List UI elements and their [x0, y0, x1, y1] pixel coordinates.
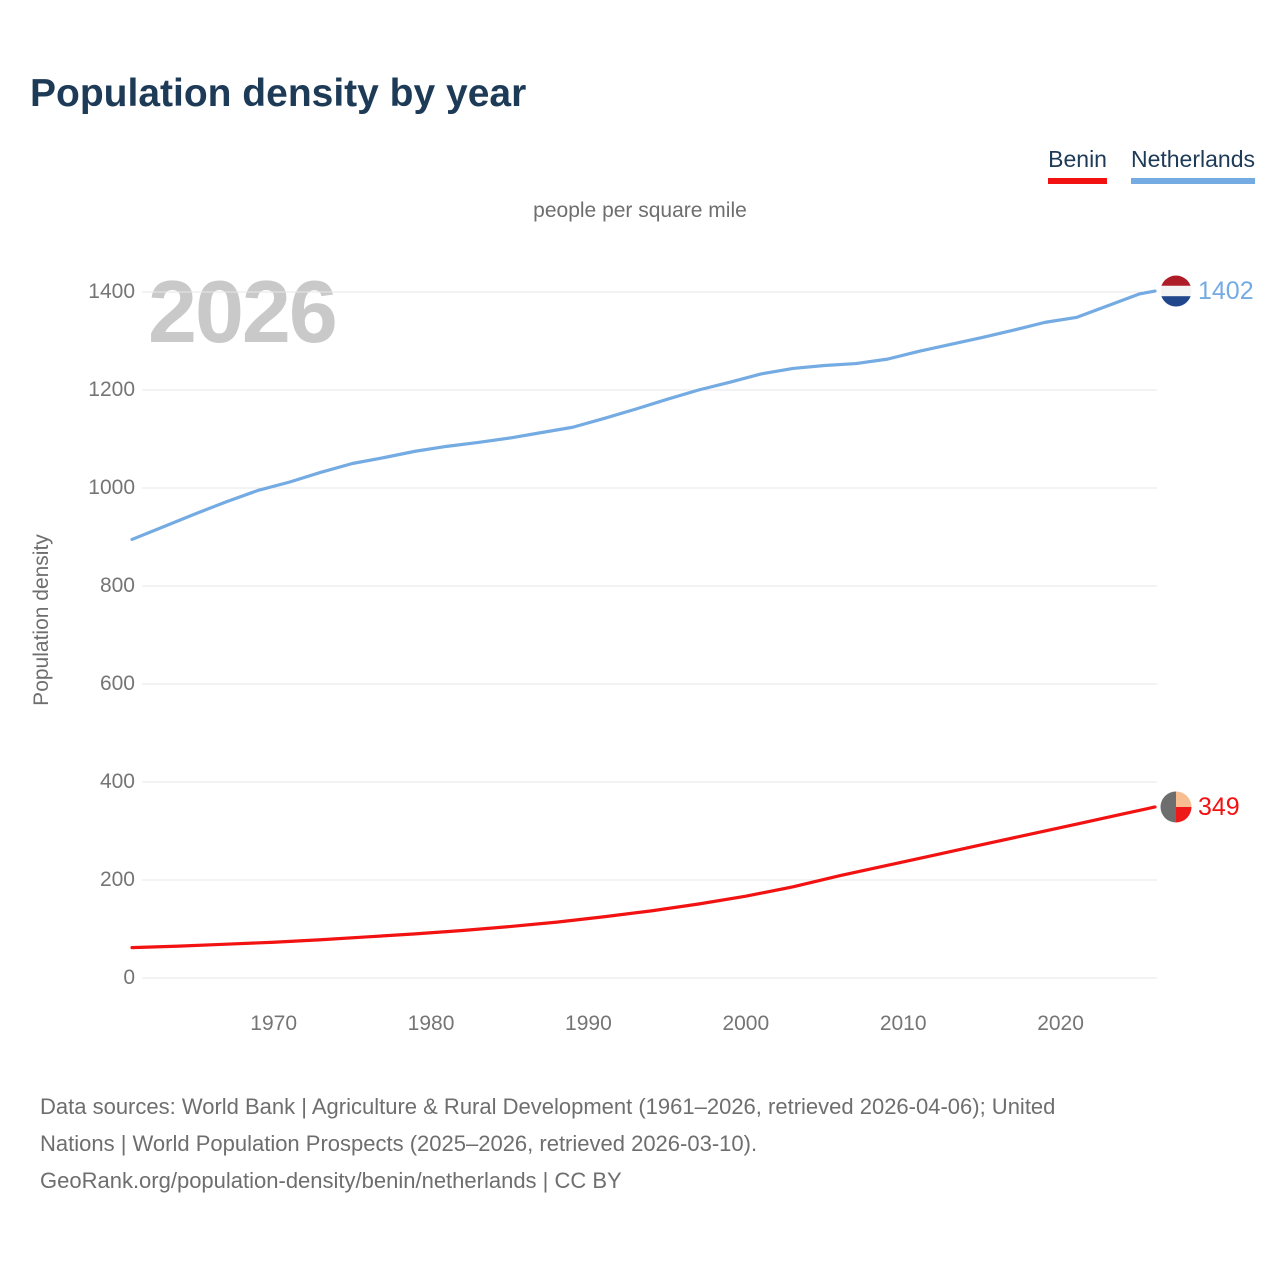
legend: Benin Netherlands: [1048, 146, 1255, 184]
year-watermark: 2026: [148, 262, 338, 361]
x-tick-label: 1980: [407, 1012, 455, 1035]
legend-label-benin: Benin: [1048, 146, 1107, 172]
page-title: Population density by year: [30, 72, 527, 115]
y-tick-label: 200: [99, 868, 135, 891]
y-tick-label: 1400: [88, 280, 135, 303]
y-tick-label: 800: [99, 574, 135, 597]
footer-line-sources-2: Nations | World Population Prospects (20…: [40, 1131, 758, 1156]
legend-label-netherlands: Netherlands: [1130, 146, 1255, 172]
x-tick-label: 2000: [722, 1012, 770, 1035]
footer-line-sources-1: Data sources: World Bank | Agriculture &…: [40, 1094, 1056, 1119]
y-tick-label: 1200: [88, 378, 135, 401]
y-tick-label: 0: [123, 966, 135, 989]
netherlands-flag-icon: [1160, 275, 1192, 307]
x-tick-label: 2010: [879, 1012, 927, 1035]
series-line-netherlands[interactable]: [130, 289, 1157, 542]
x-tick-label: 1990: [565, 1012, 612, 1035]
x-tick-label: 1970: [250, 1012, 297, 1035]
legend-item-netherlands[interactable]: Netherlands: [1130, 146, 1255, 184]
series-end-value-netherlands: 1402: [1198, 277, 1254, 306]
legend-item-benin[interactable]: Benin: [1048, 146, 1107, 184]
chart-unit-label: people per square mile: [533, 199, 747, 222]
y-tick-label: 600: [99, 672, 135, 695]
series-line-benin[interactable]: [130, 805, 1157, 950]
x-tick-label: 2020: [1037, 1012, 1084, 1035]
footer: Data sources: World Bank | Agriculture &…: [40, 1088, 1260, 1199]
benin-flag-icon: [1160, 791, 1192, 823]
y-tick-label: 1000: [88, 476, 135, 499]
y-tick-label: 400: [99, 770, 135, 793]
footer-line-attribution: GeoRank.org/population-density/benin/net…: [40, 1168, 622, 1193]
series-end-value-benin: 349: [1198, 792, 1240, 821]
